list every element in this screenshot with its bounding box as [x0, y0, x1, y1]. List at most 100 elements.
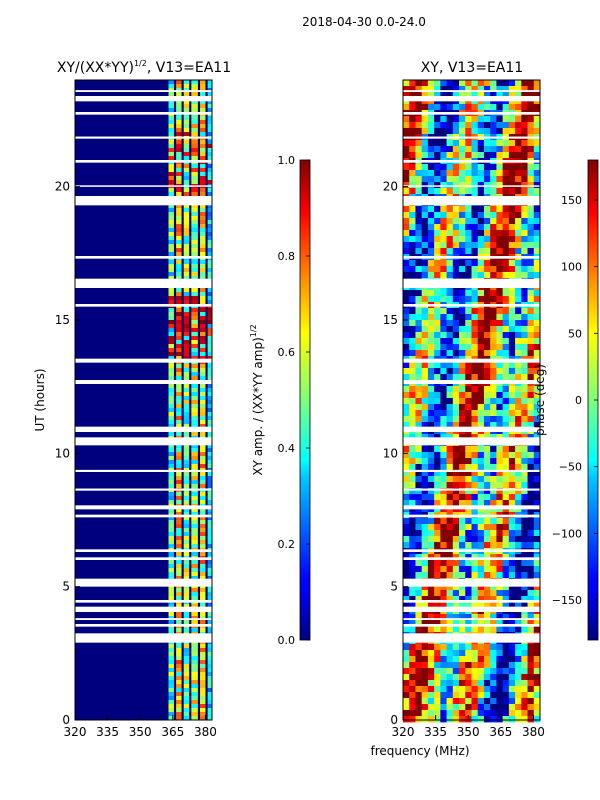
phase-cell — [427, 650, 435, 657]
phase-cell — [515, 224, 522, 231]
phase-cell — [427, 674, 435, 681]
amplitude-cell — [191, 424, 198, 429]
amplitude-cell — [176, 348, 182, 353]
phase-cell — [427, 716, 435, 723]
amplitude-cell — [176, 412, 182, 417]
phase-cell — [446, 662, 454, 669]
phase-cell — [440, 626, 447, 633]
phase-cell — [403, 164, 410, 171]
amplitude-cell — [191, 568, 198, 573]
phase-cell — [496, 248, 504, 255]
amplitude-cell — [200, 644, 206, 649]
phase-cell — [421, 590, 429, 597]
phase-cell — [527, 92, 535, 99]
phase-cell — [515, 710, 522, 717]
phase-cell — [483, 248, 491, 255]
amplitude-cell — [176, 588, 182, 593]
phase-cell — [471, 314, 479, 321]
amplitude-cell — [207, 236, 212, 241]
phase-cell — [521, 596, 528, 603]
phase-cell — [440, 242, 447, 249]
phase-cell — [446, 80, 454, 87]
amplitude-cell — [168, 376, 174, 381]
phase-cell — [440, 602, 447, 609]
phase-cell — [471, 650, 479, 657]
phase-cell — [452, 116, 460, 123]
phase-cell — [515, 392, 522, 399]
phase-cell — [533, 686, 541, 693]
phase-cell — [427, 494, 435, 501]
amplitude-cell — [191, 300, 198, 305]
phase-cell — [409, 452, 416, 459]
phase-cell — [508, 416, 516, 423]
phase-cell — [415, 566, 423, 573]
amplitude-cell — [183, 404, 190, 409]
phase-cell — [409, 674, 416, 681]
amplitude-cell — [207, 620, 212, 625]
phase-cell — [533, 626, 541, 633]
phase-cell — [496, 626, 504, 633]
amplitude-cell — [168, 452, 174, 457]
phase-cell — [483, 434, 491, 441]
phase-cell — [434, 692, 441, 699]
phase-cell — [415, 290, 423, 297]
phase-cell — [434, 344, 441, 351]
phase-cell — [409, 146, 416, 153]
phase-cell — [477, 494, 485, 501]
phase-cell — [427, 530, 435, 537]
amplitude-cell — [183, 308, 190, 313]
phase-cell — [434, 530, 441, 537]
phase-cell — [508, 338, 516, 345]
phase-cell — [446, 272, 454, 279]
phase-cell — [471, 242, 479, 249]
amplitude-cell — [168, 572, 174, 577]
phase-cell — [477, 128, 485, 135]
phase-cell — [471, 152, 479, 159]
amplitude-cell — [183, 208, 190, 213]
phase-cell — [440, 314, 447, 321]
phase-cell — [490, 542, 497, 549]
phase-cell — [496, 116, 504, 123]
amplitude-cell — [168, 264, 174, 269]
phase-cell — [452, 662, 460, 669]
amplitude-cell — [207, 544, 212, 549]
phase-cell — [403, 650, 410, 657]
amplitude-cell — [207, 508, 212, 513]
phase-cell — [403, 218, 410, 225]
phase-cell — [490, 614, 497, 621]
amp-ytick-label: 20 — [55, 180, 70, 194]
phase-cell — [527, 614, 535, 621]
phase-cell — [421, 620, 429, 627]
phase-cell — [515, 170, 522, 177]
phase-cell — [477, 392, 485, 399]
phase-cell — [403, 314, 410, 321]
phase-cell — [409, 488, 416, 495]
phase-cell — [490, 590, 497, 597]
phase-cell — [415, 350, 423, 357]
phase-cell — [496, 338, 504, 345]
phase-cell — [527, 560, 535, 567]
phase-cell — [521, 260, 528, 267]
phase-cell — [521, 332, 528, 339]
phase-cell — [508, 332, 516, 339]
phase-cell — [483, 686, 491, 693]
amplitude-cell — [207, 292, 212, 297]
phase-cell — [527, 176, 535, 183]
phase-cell — [421, 542, 429, 549]
amplitude-cell — [168, 628, 174, 633]
phase-cell — [440, 698, 447, 705]
phase-cell — [490, 128, 497, 135]
phase-cell — [521, 500, 528, 507]
phase-cell — [483, 242, 491, 249]
phase-cell — [490, 584, 497, 591]
phase-xtick-label: 335 — [424, 725, 447, 739]
amplitude-cell — [168, 80, 174, 85]
amplitude-cell — [200, 560, 206, 565]
phase-cell — [415, 398, 423, 405]
phase-cell — [403, 566, 410, 573]
amplitude-cell — [176, 368, 182, 373]
amplitude-cell — [200, 212, 206, 217]
phase-cell — [521, 338, 528, 345]
phase-cell — [452, 542, 460, 549]
phase-cell — [521, 572, 528, 579]
